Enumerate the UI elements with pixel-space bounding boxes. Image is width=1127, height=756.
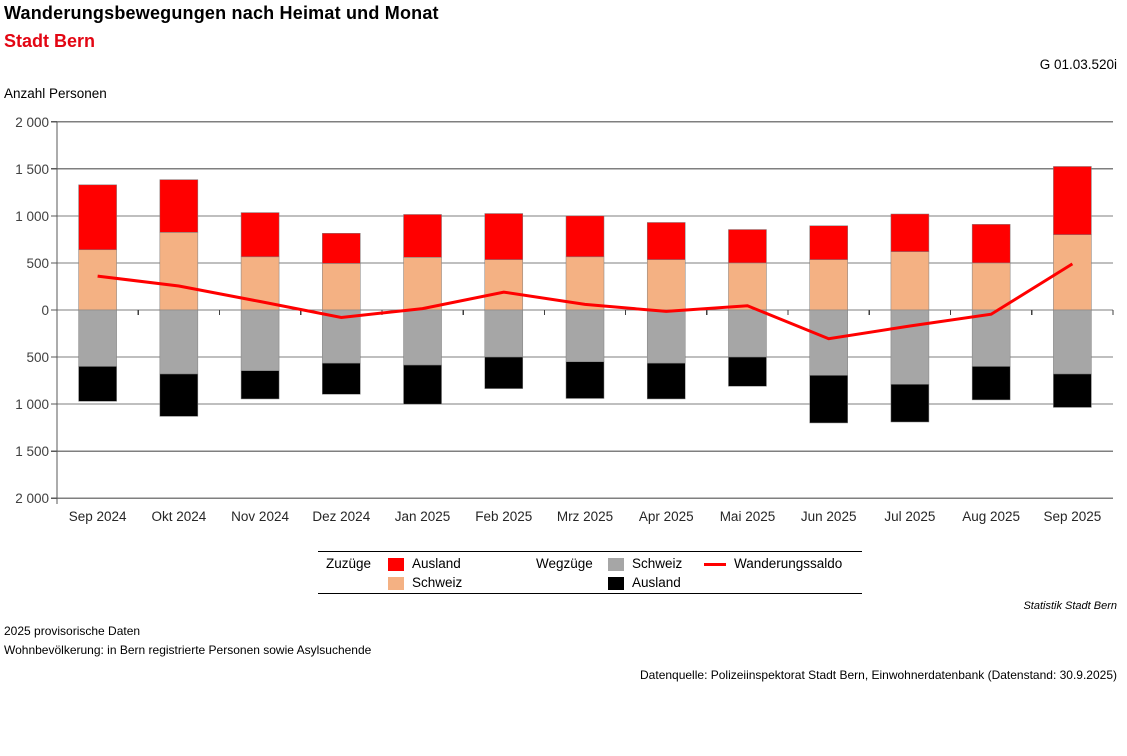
bar-zuzuege-schweiz [646,259,686,311]
y-tick-label: 1 000 [15,209,49,224]
bar-zuzuege-schweiz [971,262,1011,311]
x-category-label: Feb 2025 [475,509,532,524]
y-tick-label: 1 500 [15,444,49,459]
bar-zuzuege-schweiz [322,263,361,311]
bar-zuzuege-ausland [565,215,605,258]
bar-wegzuege-schweiz [809,309,848,376]
x-category-label: Nov 2024 [231,509,289,524]
y-tick-label: 0 [41,303,49,318]
bar-wegzuege-ausland [322,362,361,395]
page-title: Wanderungsbewegungen nach Heimat und Mon… [4,3,439,23]
bar-wegzuege-schweiz [403,309,442,366]
bar-wegzuege-ausland [565,361,605,399]
legend-swatch-wegzuege-schweiz [608,558,624,571]
legend-label-wegzuege-ausland: Ausland [632,575,681,590]
legend-group-wegzuege-label: Wegzüge [536,556,593,571]
bar-wegzuege-ausland [971,366,1011,401]
y-tick-label: 2 000 [15,115,49,130]
bar-wegzuege-schweiz [240,309,280,371]
footnote-provisional: 2025 provisorische Daten [4,624,141,638]
bar-zuzuege-ausland [78,184,117,251]
bar-wegzuege-ausland [159,373,199,417]
x-category-label: Jan 2025 [395,509,451,524]
bar-wegzuege-ausland [728,356,767,387]
x-category-label: Apr 2025 [639,509,694,524]
bar-zuzuege-ausland [971,224,1011,264]
y-tick-label: 500 [26,256,49,271]
legend-swatch-wegzuege-ausland [608,577,624,590]
bar-zuzuege-schweiz [890,251,930,311]
legend-label-wegzuege-schweiz: Schweiz [632,556,683,571]
x-category-label: Mai 2025 [720,509,776,524]
data-source-text: Datenquelle: Polizeiinspektorat Stadt Be… [640,668,1117,682]
bar-zuzuege-ausland [484,213,524,260]
bar-wegzuege-schweiz [728,309,767,358]
bar-zuzuege-ausland [322,233,361,264]
bar-zuzuege-ausland [159,179,199,233]
y-tick-label: 2 000 [15,491,49,506]
bar-wegzuege-ausland [890,384,930,423]
x-category-label: Mrz 2025 [557,509,613,524]
bar-zuzuege-schweiz [403,257,442,311]
bar-zuzuege-ausland [890,213,930,252]
legend-label-wanderungssaldo: Wanderungssaldo [734,556,843,571]
x-category-label: Jun 2025 [801,509,857,524]
bar-zuzuege-schweiz [484,259,524,311]
bar-zuzuege-ausland [646,222,686,260]
bar-wegzuege-ausland [646,362,686,400]
y-tick-label: 500 [26,350,49,365]
x-category-label: Okt 2024 [151,509,206,524]
bar-wegzuege-schweiz [971,309,1011,367]
bar-zuzuege-ausland [403,214,442,258]
bar-zuzuege-ausland [728,229,767,264]
migration-stacked-bar-chart: 2 000 1 500 1 000 500 0 500 1 000 1 500 2 000 Sep… [15,115,1114,524]
chart-legend: Zuzüge Ausland Schweiz Wegzüge Schweiz A… [318,551,862,594]
legend-label-zuzuege-ausland: Ausland [412,556,461,571]
bar-wegzuege-ausland [78,366,117,402]
bar-zuzuege-schweiz [159,232,199,311]
bar-wegzuege-schweiz [484,309,524,358]
x-category-label: Dez 2024 [312,509,370,524]
bar-zuzuege-schweiz [78,249,117,311]
bar-zuzuege-ausland [240,212,280,258]
x-category-label: Sep 2024 [69,509,127,524]
bar-wegzuege-schweiz [565,309,605,363]
x-category-label: Jul 2025 [884,509,935,524]
attribution-text: Statistik Stadt Bern [1023,600,1117,612]
bar-zuzuege-ausland [1053,166,1092,235]
x-category-label: Sep 2025 [1043,509,1101,524]
legend-label-zuzuege-schweiz: Schweiz [412,575,463,590]
x-category-label: Aug 2025 [962,509,1020,524]
bar-wegzuege-ausland [240,370,280,400]
bar-wegzuege-schweiz [1053,309,1092,375]
legend-swatch-zuzuege-schweiz [388,577,404,590]
wanderungssaldo-line [97,262,1074,341]
legend-line-sample-wanderungssaldo [704,563,726,566]
bar-zuzuege-schweiz [728,262,767,311]
y-tick-label: 1 000 [15,397,49,412]
bar-wegzuege-schweiz [890,309,930,385]
page-subtitle: Stadt Bern [4,31,96,51]
legend-group-zuzuege-label: Zuzüge [326,556,372,571]
bar-wegzuege-schweiz [78,309,117,367]
figure-code: G 01.03.520i [1039,57,1117,72]
bar-wegzuege-ausland [1053,373,1092,408]
bar-wegzuege-schweiz [646,309,686,364]
legend-swatch-zuzuege-ausland [388,558,404,571]
footnote-population: Wohnbevölkerung: in Bern registrierte Pe… [4,643,372,657]
y-axis-unit-label: Anzahl Personen [4,86,107,101]
bar-wegzuege-ausland [403,364,442,405]
bar-wegzuege-ausland [809,375,848,424]
bar-wegzuege-schweiz [159,309,199,375]
y-tick-label: 1 500 [15,162,49,177]
bar-zuzuege-ausland [809,225,848,260]
bar-zuzuege-schweiz [809,259,848,311]
bar-wegzuege-ausland [484,356,524,389]
